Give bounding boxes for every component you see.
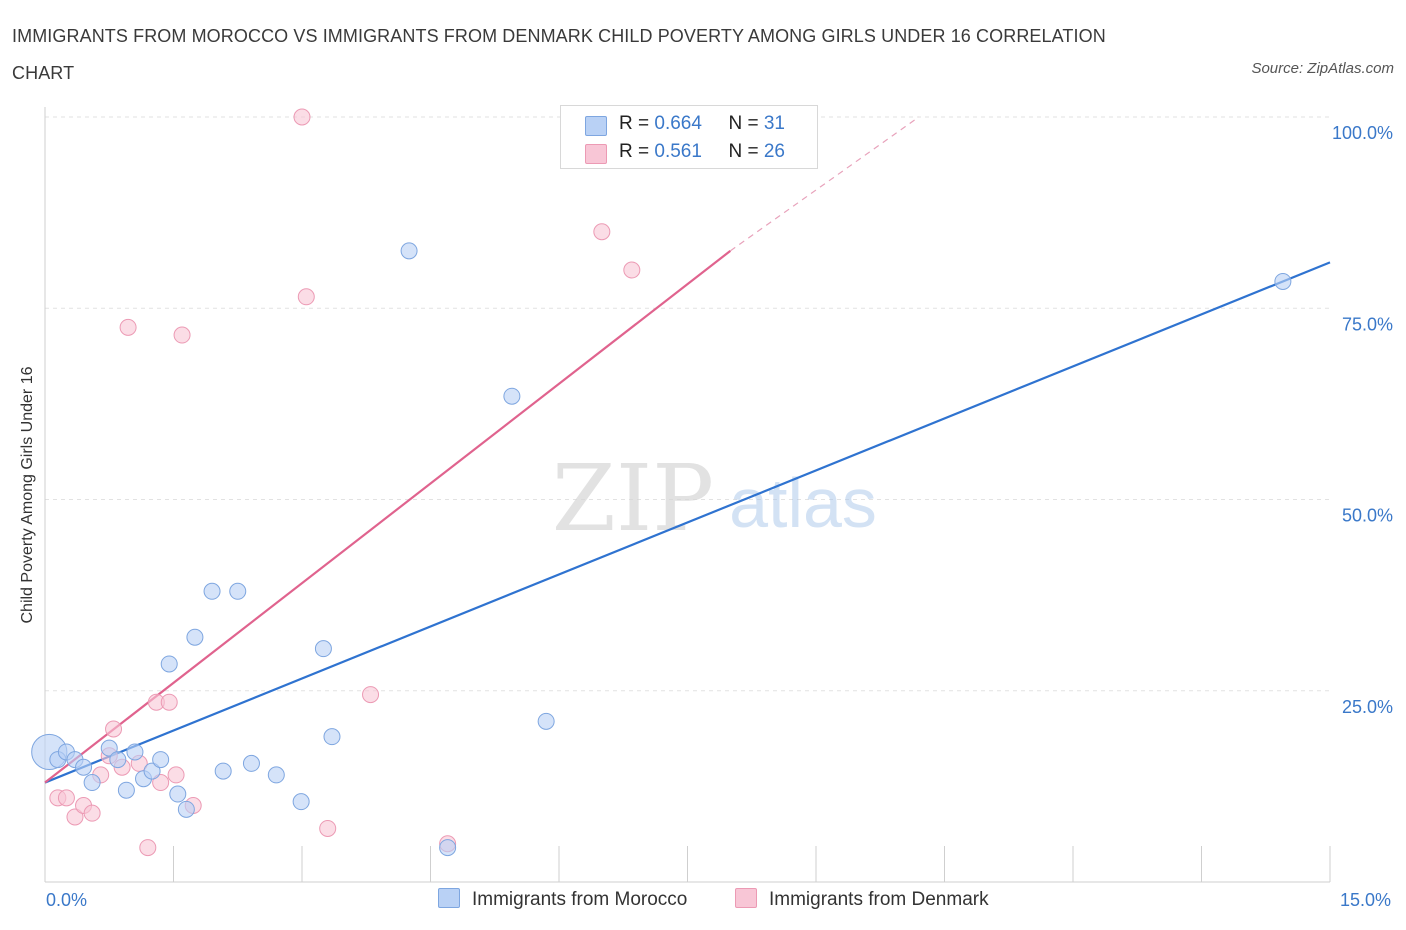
bottom-legend-morocco: Immigrants from Morocco: [438, 888, 687, 911]
morocco-point-26: [439, 839, 457, 857]
watermark-atlas: atlas: [729, 464, 877, 542]
morocco-point-8: [117, 781, 135, 799]
watermark-zip: ZIP: [552, 445, 714, 552]
denmark-point-13: [152, 774, 170, 792]
morocco-point-27: [503, 387, 521, 405]
denmark-point-9: [119, 318, 137, 336]
legend-r-value-denmark: 0.561: [654, 141, 702, 162]
legend-n-label: N =: [728, 141, 764, 162]
morocco-point-12: [152, 751, 170, 769]
denmark-point-4: [83, 804, 101, 822]
denmark-point-16: [173, 326, 191, 344]
morocco-point-7: [109, 751, 127, 769]
morocco-point-28: [537, 712, 555, 730]
legend-r-label: R =: [619, 113, 655, 134]
denmark-point-24: [623, 261, 641, 279]
bottom-legend-swatch-denmark: [735, 888, 757, 908]
morocco-point-5: [83, 774, 101, 792]
morocco-point-22: [292, 793, 310, 811]
grid-lines: [45, 116, 1330, 692]
axes: [44, 107, 1331, 883]
chart-title: IMMIGRANTS FROM MOROCCO VS IMMIGRANTS FR…: [12, 26, 1106, 83]
denmark-points: [49, 108, 641, 857]
source-label: Source: ZipAtlas.com: [1251, 60, 1394, 77]
morocco-point-13: [169, 785, 187, 803]
bottom-legend-swatch-morocco: [438, 888, 460, 908]
legend-n-value-denmark: 26: [763, 141, 785, 162]
denmark-point-21: [362, 686, 380, 704]
morocco-point-20: [242, 754, 260, 772]
y-tick-label-25: 25.0%: [1342, 697, 1393, 717]
bottom-legend-label-morocco: Immigrants from Morocco: [472, 889, 688, 910]
bottom-legend-label-denmark: Immigrants from Denmark: [769, 889, 989, 910]
trend-line-denmark: [44, 250, 732, 784]
morocco-point-16: [177, 800, 195, 818]
legend-r-label: R =: [619, 141, 655, 162]
trend-line-morocco: [44, 261, 1331, 784]
legend-n-label: N =: [728, 113, 764, 134]
legend-r-value-morocco: 0.664: [654, 113, 702, 134]
denmark-point-7: [105, 720, 123, 738]
denmark-point-2: [66, 808, 84, 826]
legend-swatch-denmark: [585, 144, 607, 164]
denmark-point-14: [160, 693, 178, 711]
morocco-point-11: [143, 762, 161, 780]
y-tick-label-50: 50.0%: [1342, 506, 1393, 526]
morocco-point-14: [160, 655, 178, 673]
legend-swatch-morocco: [585, 116, 607, 136]
morocco-point-18: [214, 762, 232, 780]
morocco-point-19: [229, 582, 247, 600]
denmark-point-15: [167, 766, 185, 784]
morocco-points: [31, 242, 1292, 857]
morocco-point-9: [126, 743, 144, 761]
trend-line-denmark-extension: [729, 116, 920, 252]
y-tick-label-100: 100.0%: [1332, 123, 1393, 143]
legend-n-value-morocco: 31: [763, 113, 785, 134]
morocco-point-29: [1274, 272, 1292, 290]
morocco-point-4: [75, 758, 93, 776]
morocco-point-24: [323, 728, 341, 746]
denmark-point-1: [57, 789, 75, 807]
morocco-point-25: [400, 242, 418, 260]
x-tick-label-min: 0.0%: [46, 890, 88, 910]
denmark-point-11: [139, 839, 157, 857]
denmark-point-19: [297, 288, 315, 306]
morocco-point-23: [314, 640, 332, 658]
x-tick-label-max: 15.0%: [1340, 890, 1392, 910]
y-tick-label-75: 75.0%: [1342, 314, 1393, 334]
correlation-legend: R = 0.664 N = 31 R = 0.561 N = 26: [560, 105, 818, 169]
morocco-point-6: [100, 739, 118, 757]
morocco-point-21: [267, 766, 285, 784]
morocco-point-15: [186, 628, 204, 646]
y-tick-labels: 25.0% 50.0% 75.0% 100.0%: [1332, 123, 1393, 717]
trend-lines: [44, 116, 1331, 784]
denmark-point-20: [319, 819, 337, 837]
denmark-point-18: [293, 108, 311, 126]
morocco-point-17: [203, 582, 221, 600]
denmark-point-23: [593, 223, 611, 241]
bottom-legend-denmark: Immigrants from Denmark: [735, 888, 989, 911]
